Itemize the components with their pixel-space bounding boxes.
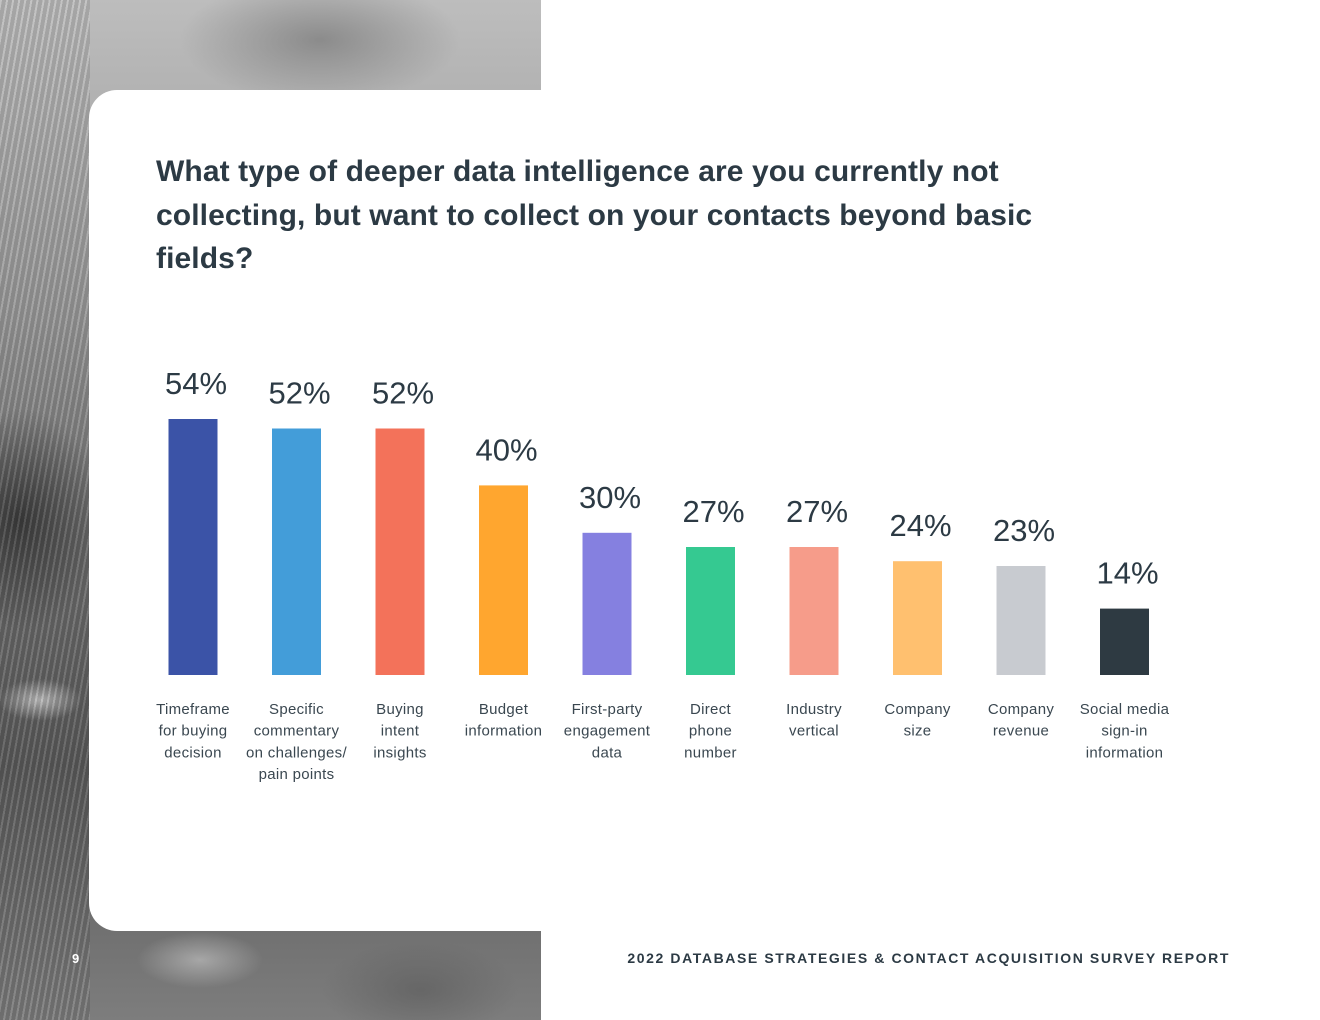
bar-4 (582, 532, 632, 675)
category-label-line: pain points (259, 766, 335, 783)
category-label-line: data (592, 744, 623, 761)
value-label-6: 27% (786, 494, 848, 529)
category-label-line: sign-in (1101, 723, 1147, 740)
bar-3 (479, 485, 528, 675)
value-label-9: 14% (1096, 556, 1158, 591)
category-label-line: intent (381, 723, 420, 740)
category-label-2: Buying intent insights (373, 701, 426, 761)
category-label-line: Industry (786, 701, 842, 718)
report-title: 2022 DATABASE STRATEGIES & CONTACT ACQUI… (627, 950, 1230, 966)
category-label-line: Buying (376, 701, 424, 718)
bar-0 (168, 419, 218, 675)
bar-5 (686, 547, 735, 675)
category-label-8: Company revenue (988, 701, 1054, 740)
category-label-9: Social media sign-in information (1080, 701, 1170, 761)
value-label-7: 24% (889, 508, 951, 543)
category-label-line: Timeframe (156, 701, 230, 718)
category-label-7: Company size (884, 701, 950, 740)
chart-title: What type of deeper data intelligence ar… (156, 155, 1033, 275)
category-label-line: insights (373, 744, 426, 761)
value-label-8: 23% (993, 513, 1055, 548)
category-label-line: phone (689, 723, 732, 740)
bar-7 (893, 561, 942, 675)
grass-texture (0, 0, 90, 1020)
category-label-line: information (465, 723, 543, 740)
value-label-1: 52% (268, 376, 330, 411)
value-label-0: 54% (165, 366, 227, 401)
category-label-line: Social media (1080, 701, 1170, 718)
bar-9 (1100, 608, 1149, 675)
category-label-line: decision (164, 744, 221, 761)
category-label-5: Direct phone number (684, 701, 737, 761)
bar-2 (375, 428, 425, 675)
category-label-line: Specific (269, 701, 324, 718)
value-label-3: 40% (475, 432, 537, 467)
value-label-4: 30% (579, 480, 641, 515)
category-label-line: revenue (993, 723, 1049, 740)
category-label-line: Company (988, 701, 1054, 718)
category-label-3: Budget information (465, 701, 543, 740)
category-label-line: Budget (479, 701, 529, 718)
category-label-4: First-party engagement data (564, 701, 651, 761)
category-label-line: information (1086, 744, 1164, 761)
category-label-6: Industry vertical (786, 701, 842, 740)
category-label-1: Specific commentary on challenges/pain poi… (246, 701, 347, 783)
category-label-line: vertical (789, 723, 839, 740)
bar-8 (996, 566, 1046, 675)
category-label-line: size (904, 723, 932, 740)
category-label-line: Direct (690, 701, 732, 718)
category-label-line: for buying (159, 723, 228, 740)
value-label-5: 27% (682, 494, 744, 529)
category-label-line: number (684, 744, 737, 761)
bar-6 (789, 547, 839, 675)
category-label-line: on challenges/ (246, 744, 347, 761)
category-label-line: Company (884, 701, 950, 718)
category-label-line: engagement (564, 723, 651, 740)
bar-1 (272, 428, 321, 675)
category-label-line: commentary (254, 723, 340, 740)
category-label-0: Timeframe for buying decision (156, 701, 230, 761)
value-label-2: 52% (372, 376, 434, 411)
category-label-line: First-party (572, 701, 643, 718)
page-number: 9 (72, 951, 80, 966)
